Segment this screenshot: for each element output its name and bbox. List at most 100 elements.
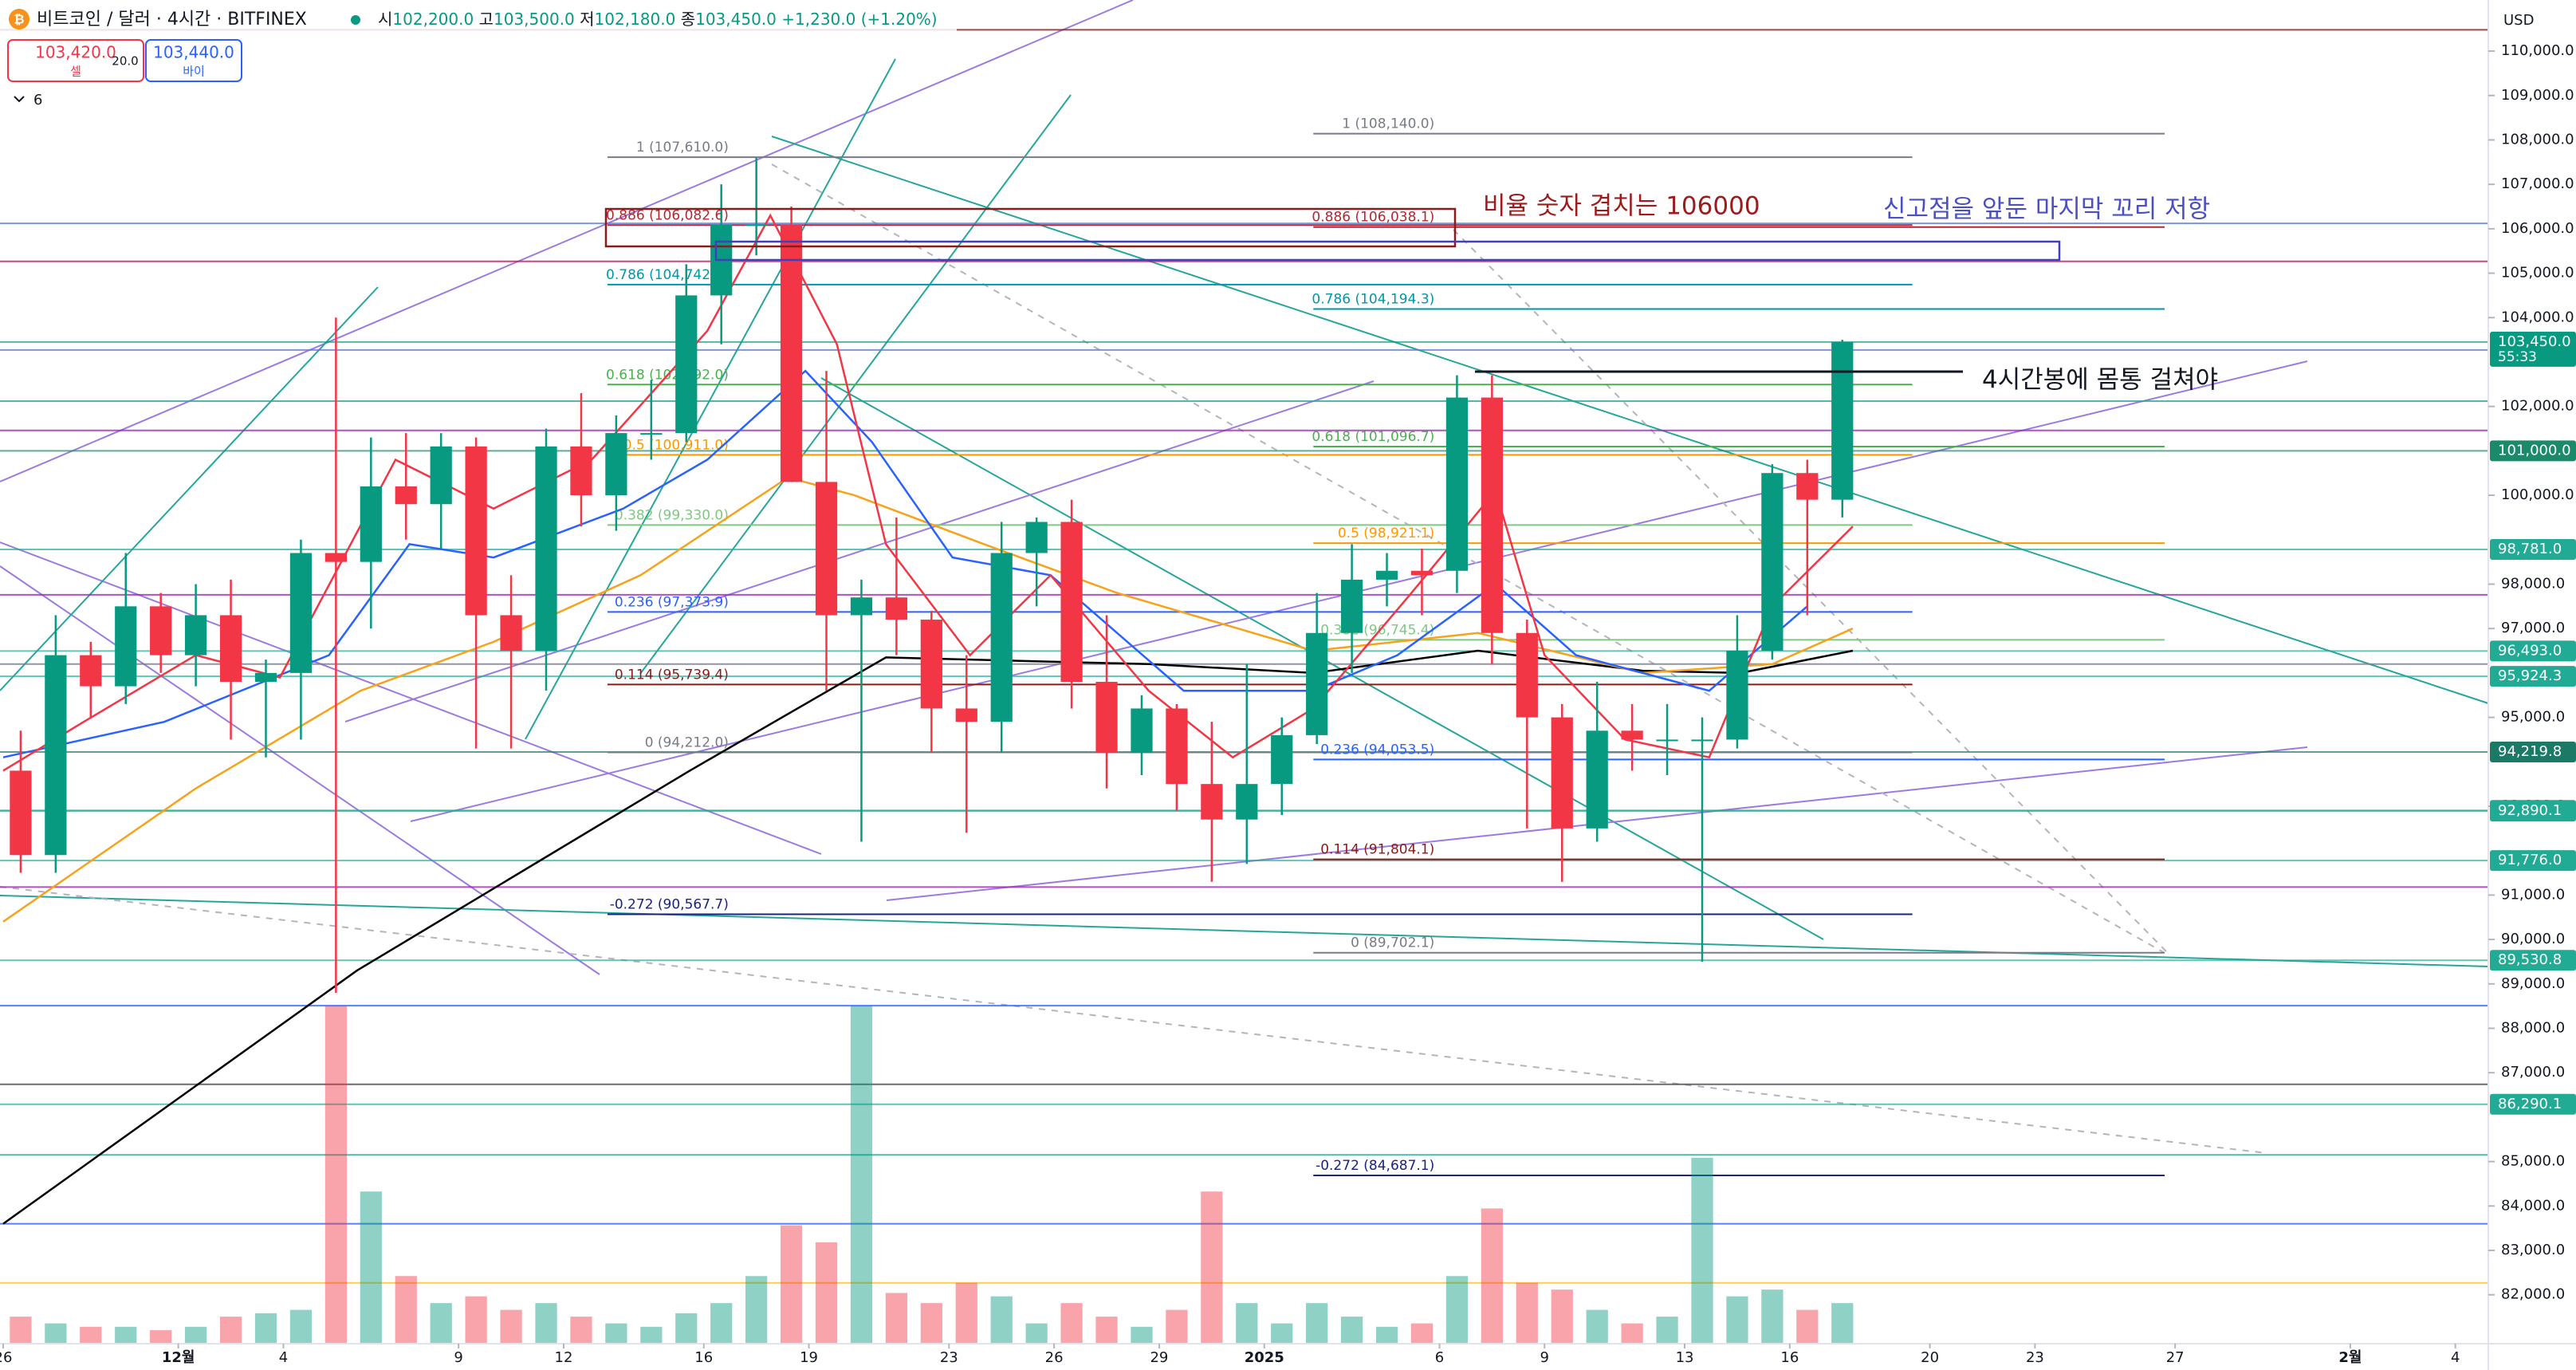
fib-label: 0.382 (96,745.4) [1320,622,1434,638]
volume-bar [1375,1326,1398,1344]
candle-body [360,486,382,562]
candle-body [990,553,1013,722]
x-tick-label: 2월 [2338,1349,2362,1366]
trendline [0,286,379,691]
fib-label: 0.382 (99,330.0) [615,507,729,523]
volume-bar [1445,1276,1469,1344]
currency: USD [2503,12,2534,29]
volume-bar [1796,1309,1819,1344]
sell-label[interactable]: 셀 [70,65,81,79]
fib-label: 0 (89,702.1) [1351,935,1434,951]
header-bg [0,0,957,35]
y-tick-label: 95,000.0 [2501,709,2565,726]
x-tick-label: 4 [279,1349,288,1366]
price-tag-label: 95,924.3 [2498,667,2562,684]
y-tick-label: 108,000.0 [2501,131,2574,148]
volume-bar [675,1313,698,1344]
fib-label: 0.786 (104,742.1) [606,267,729,283]
candle-body [605,433,627,496]
price-tag [2490,538,2576,560]
volume-bar [1516,1282,1538,1344]
trendline [771,136,2489,704]
y-tick-label: 82,000.0 [2501,1286,2565,1303]
buy-button[interactable] [145,39,242,82]
y-tick-label: 91,000.0 [2501,886,2565,903]
fib-label: 0.5 (98,921.1) [1338,526,1434,541]
candle-body [1481,397,1503,633]
fib-label: 0.886 (106,038.1) [1312,210,1434,226]
volume-bar [850,1006,873,1344]
fib-label: 0.786 (104,194.3) [1312,291,1434,307]
volume-bar [360,1191,382,1344]
fib-label: 1 (107,610.0) [636,140,729,156]
volume-bar [640,1326,663,1344]
candle-body [219,615,242,683]
y-tick-label: 104,000.0 [2501,309,2574,325]
candle-body [45,655,67,856]
buy-label[interactable]: 바이 [183,65,205,79]
candle-body [1236,784,1258,820]
volume-bar [500,1309,522,1344]
candle-body [920,620,942,709]
volume-bar [1060,1303,1083,1344]
candle-body [1831,341,1854,500]
trendline [1453,229,2169,954]
ohlc-value: 103,500.0 [494,10,575,29]
x-tick-label: 19 [800,1349,818,1366]
ohlc-value: 103,450.0 [695,10,777,29]
x-tick-label: 12월 [162,1349,195,1366]
symbol-title: 비트코인 / 달러 · 4시간 · BITFINEX [37,10,307,30]
sell-price[interactable]: 103,420.0 [35,43,116,62]
candle-body [1410,570,1434,576]
volume-bar [430,1303,452,1344]
volume-bar [1481,1208,1503,1344]
candle-body [184,615,207,655]
candle-body [1201,784,1223,820]
volume-bar [885,1293,908,1344]
candle-body [430,446,452,505]
x-tick-label: 23 [940,1349,958,1366]
volume-bar [955,1282,977,1344]
price-tag [2490,801,2576,822]
indicators-count[interactable]: 6 [33,92,42,108]
y-tick-label: 102,000.0 [2501,398,2574,415]
market-status [351,15,360,25]
candle-body [745,224,768,226]
volume-bar [1656,1317,1678,1344]
sell-button[interactable] [7,39,144,82]
candle-body [80,655,102,687]
volume-bar [1586,1309,1608,1344]
volume-bar [1131,1326,1153,1344]
volume-bar [1340,1317,1363,1344]
fib-label: 0.114 (95,739.4) [615,667,729,683]
candle-body [150,606,172,655]
price-tag [2490,850,2576,872]
buy-price[interactable]: 103,440.0 [153,43,234,62]
volume-bar [219,1317,242,1344]
candle-body [1131,708,1153,754]
fib-label: 0.114 (91,804.1) [1320,842,1434,858]
fib-label: 0.236 (97,373.9) [615,594,729,610]
y-tick-label: 100,000.0 [2501,486,2574,503]
volume-bar [1761,1289,1784,1344]
ohlc-value: 102,200.0 [392,10,474,29]
candle-body [10,770,32,856]
candle-body [955,708,977,722]
candle-body [1656,739,1678,742]
moving-average [2,369,1808,758]
price-tag-label: 103,450.0 [2498,333,2571,350]
price-tag [2490,950,2576,971]
volume-bar [10,1317,32,1344]
y-tick-label: 105,000.0 [2501,265,2574,281]
candle-body [1691,739,1713,742]
ohlc-key: 종 [681,10,695,29]
candle-body [289,553,313,673]
volume-bar [289,1309,313,1344]
countdown: 55:33 [2498,349,2537,365]
volume-bar [80,1326,102,1344]
x-tick-label: 6 [1435,1349,1444,1366]
candle-body [850,597,873,616]
indicators-toggle[interactable] [14,96,25,103]
y-tick-label: 106,000.0 [2501,220,2574,237]
volume-bar [1551,1289,1573,1344]
